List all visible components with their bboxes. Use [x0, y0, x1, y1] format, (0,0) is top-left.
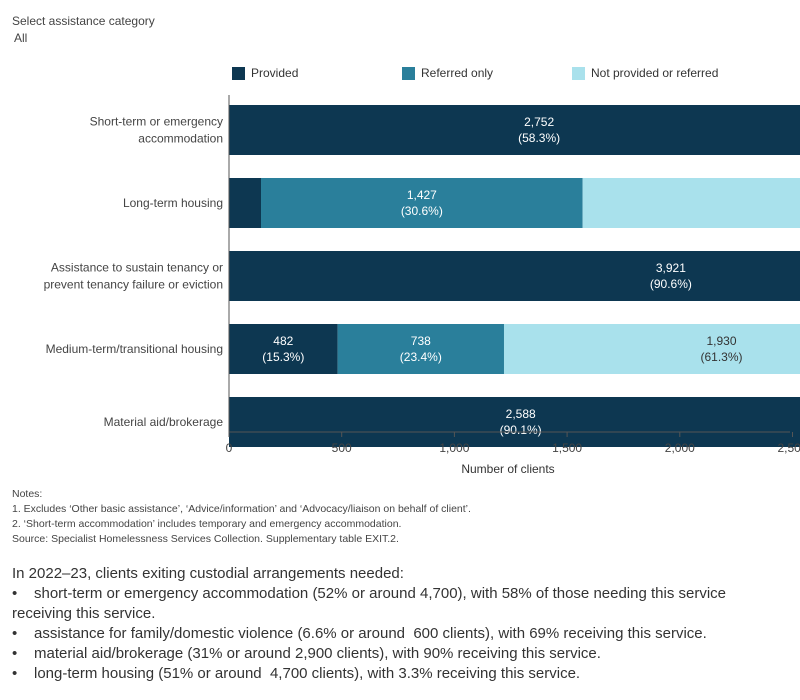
summary-item: • assistance for family/domestic violenc… [12, 624, 782, 644]
x-tick-label: 2,000 [665, 441, 695, 455]
summary-item-text: short-term or emergency accommodation (5… [34, 585, 727, 602]
summary-item-continuation: receiving this service. [12, 605, 156, 622]
category-label: Assistance to sustain tenancy or prevent … [44, 261, 223, 292]
summary-item-text: assistance for family/domestic violence … [34, 625, 707, 642]
source-note: Source: Specialist Homelessness Services… [12, 533, 399, 545]
category-label: Long-term housing [123, 196, 223, 210]
summary-item-text: long-term housing (51% or around 4,700 c… [34, 665, 581, 682]
legend-swatch-referred [402, 66, 415, 80]
bar-segment [229, 105, 800, 155]
bar-segment [229, 251, 800, 301]
data-label: 1,427 (30.6%) [401, 188, 443, 218]
filter-label: Select assistance category [12, 14, 155, 28]
category-label: Short-term or emergency accommodation [90, 115, 223, 146]
x-tick-label: 500 [332, 441, 352, 455]
bullet-icon: • [12, 645, 18, 662]
bullet-icon: • [12, 665, 18, 682]
data-label: 3,921 (90.6%) [650, 261, 692, 291]
filter-dropdown-value[interactable]: All [14, 31, 28, 45]
bar-segment [229, 324, 338, 374]
notes: Notes: 1. Excludes ‘Other basic assistan… [12, 487, 471, 547]
category-label: Medium-term/transitional housing [46, 342, 223, 356]
stacked-bar-chart: Short-term or emergency accommodation 2,75… [44, 95, 800, 476]
summary-item: • long-term housing (51% or around 4,700… [12, 664, 782, 684]
category-label: Material aid/brokerage [104, 415, 224, 429]
legend-label-provided: Provided [251, 66, 299, 80]
data-label: 1,930 (61.3%) [700, 334, 742, 364]
bullet-icon: • [12, 625, 18, 642]
summary-item: • material aid/brokerage (31% or around … [12, 644, 782, 664]
summary-item: • short-term or emergency accommodation … [12, 584, 782, 624]
notes-heading: Notes: [12, 488, 43, 500]
legend-swatch-not-provided [572, 66, 585, 80]
bar-segment [582, 178, 800, 228]
legend-swatch-provided [232, 66, 245, 80]
bar-segment [261, 178, 583, 228]
legend-label-referred: Referred only [421, 66, 494, 80]
x-tick-label: 2,500 [777, 441, 800, 455]
data-label: 2,588 (90.1%) [500, 407, 542, 437]
x-tick-label: 1,000 [439, 441, 469, 455]
legend-item-not-provided[interactable]: Not provided or referred [572, 66, 718, 80]
x-axis-title: Number of clients [461, 462, 554, 476]
chart-legend: Provided Referred only Not provided or r… [0, 66, 800, 84]
note-1: 1. Excludes ‘Other basic assistance’, ‘A… [12, 503, 471, 515]
legend-item-referred[interactable]: Referred only [402, 66, 493, 80]
legend-label-not-provided: Not provided or referred [591, 66, 719, 80]
bar-segment [229, 178, 262, 228]
summary: In 2022–23, clients exiting custodial ar… [12, 564, 782, 684]
legend-item-provided[interactable]: Provided [232, 66, 298, 80]
summary-list: • short-term or emergency accommodation … [12, 584, 782, 684]
data-label: 2,752 (58.3%) [518, 115, 560, 145]
bar-segment [229, 397, 800, 447]
bullet-icon: • [12, 585, 18, 602]
x-tick-label: 1,500 [552, 441, 582, 455]
x-tick-label: 0 [226, 441, 233, 455]
bar-segment [337, 324, 504, 374]
data-label: 738 (23.4%) [400, 334, 442, 364]
bar-segment [503, 324, 800, 374]
data-label: 482 (15.3%) [262, 334, 304, 364]
note-2: 2. ‘Short-term accommodation’ includes t… [12, 518, 402, 530]
summary-item-text: material aid/brokerage (31% or around 2,… [34, 645, 601, 662]
summary-intro: In 2022–23, clients exiting custodial ar… [12, 565, 404, 582]
